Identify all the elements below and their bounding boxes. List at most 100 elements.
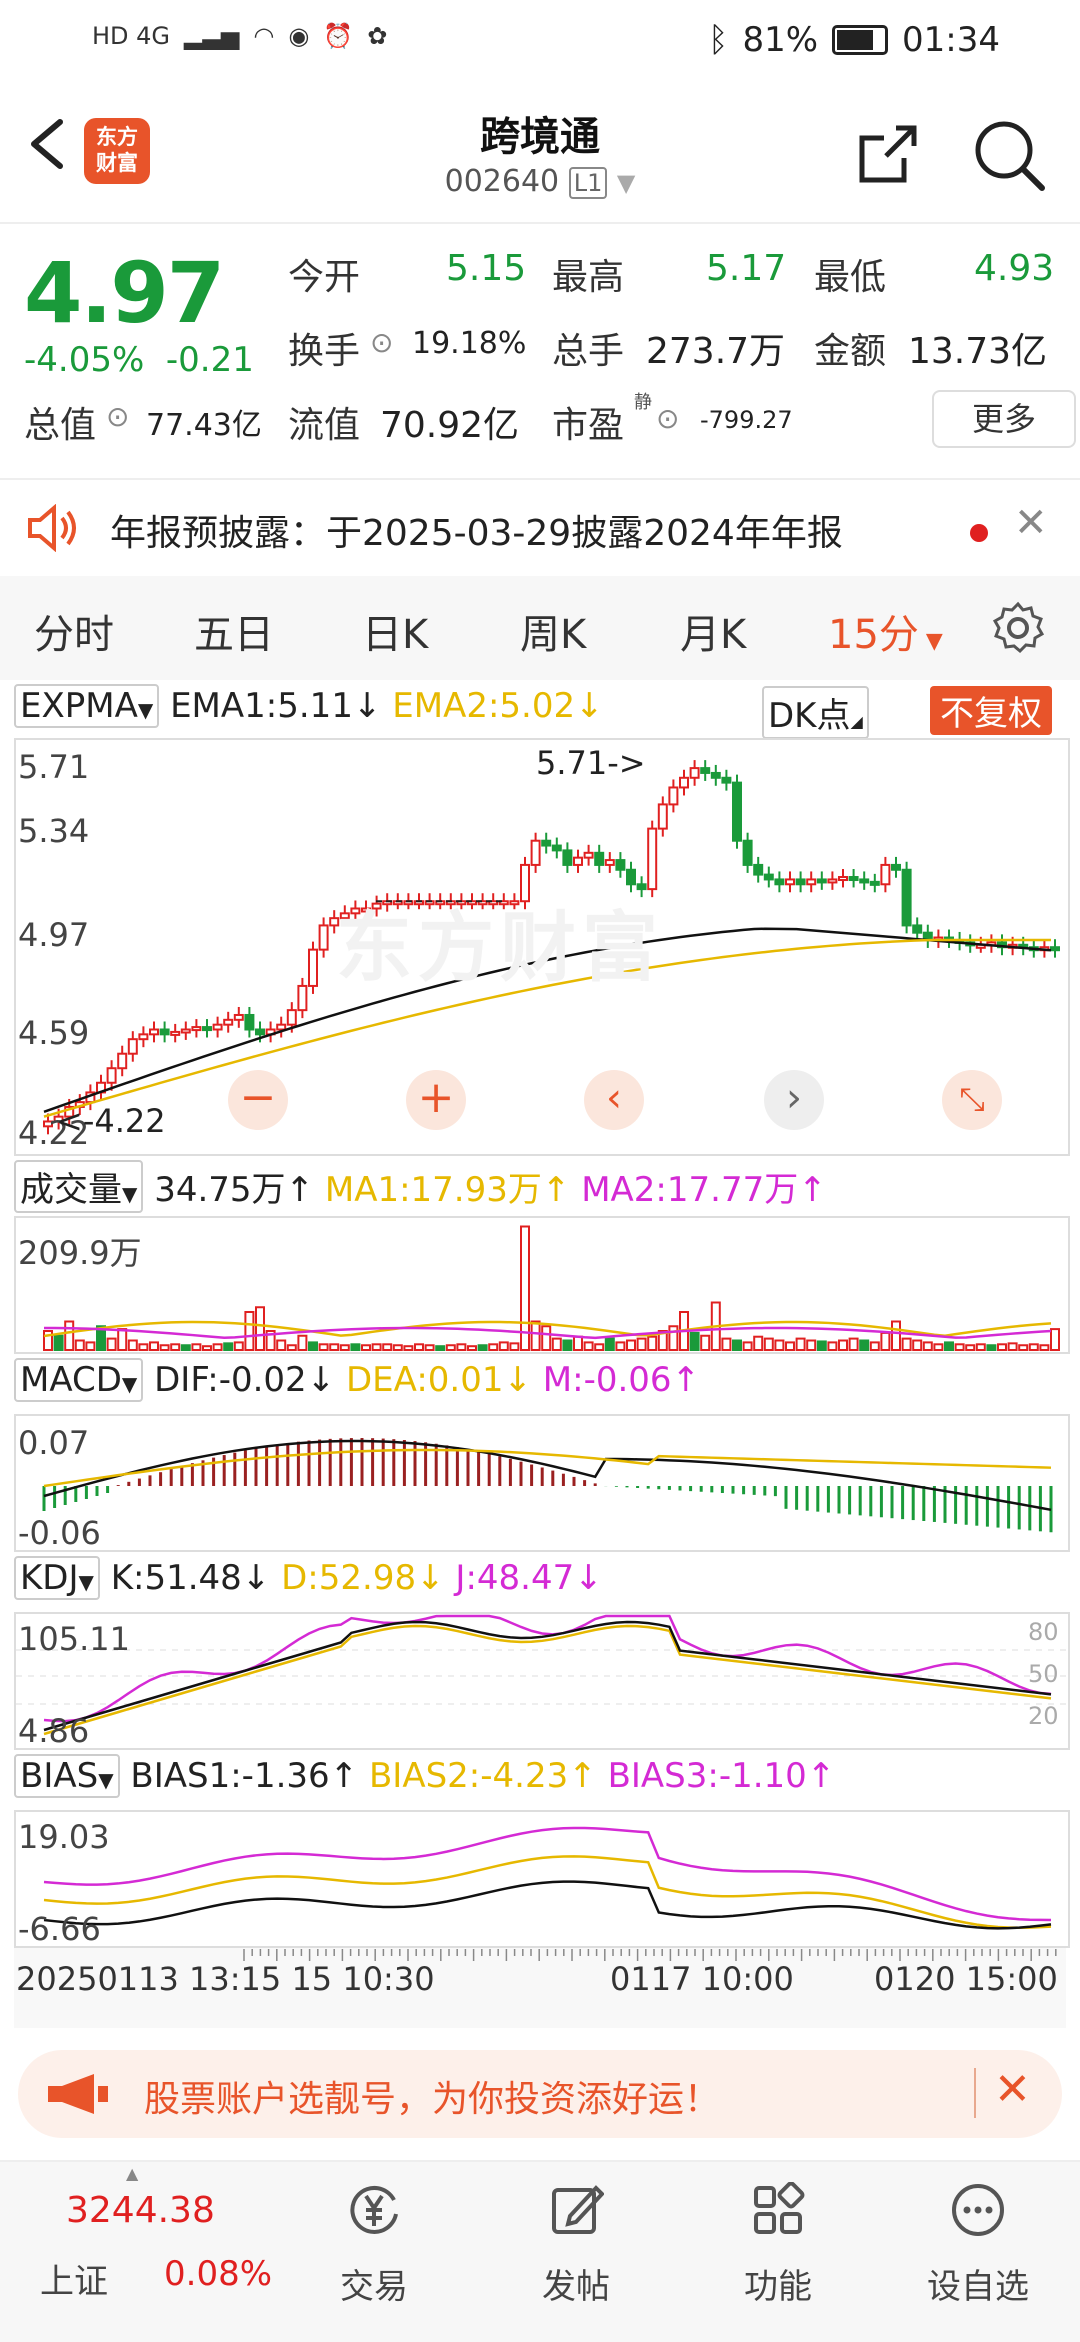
volume-bar	[806, 1339, 817, 1351]
nav-watchlist[interactable]: 设自选	[908, 2182, 1048, 2308]
candle-body	[488, 900, 499, 906]
tab-weekly[interactable]: 周K	[520, 612, 587, 658]
low-label: 最低	[814, 257, 887, 298]
share-icon[interactable]	[856, 122, 920, 186]
candle-body	[202, 1026, 212, 1032]
volume-chart[interactable]: 209.9万	[14, 1216, 1070, 1354]
candle-body	[286, 1009, 297, 1026]
candle-body	[339, 912, 350, 920]
kdj-chart[interactable]: 105.11 4.86 80 50 20	[14, 1612, 1070, 1750]
candle-body	[668, 786, 679, 806]
back-icon[interactable]	[22, 114, 72, 174]
stock-code-row[interactable]: 002640 L1 ▼	[0, 164, 1080, 199]
info-icon[interactable]: ⊙	[106, 400, 130, 433]
scroll-right-button[interactable]: ›	[764, 1070, 824, 1130]
volume-bar	[615, 1341, 626, 1352]
candle-body	[233, 1013, 244, 1021]
scroll-left-button[interactable]: ‹	[584, 1070, 644, 1130]
tab-monthly[interactable]: 月K	[680, 612, 747, 658]
volume-bar	[127, 1339, 138, 1351]
ad-banner[interactable]: 股票账户选靓号，为你投资添好运！ ✕	[18, 2050, 1062, 2138]
candle-body	[361, 907, 371, 913]
gear-icon[interactable]	[990, 600, 1046, 656]
search-icon[interactable]	[972, 118, 1046, 192]
dk-label: DK点	[768, 696, 851, 736]
indicator-selector-expma[interactable]: EXPMA▼	[14, 684, 160, 728]
candle-body	[869, 880, 880, 886]
time-axis[interactable]: 20250113 13:15 15 10:30 0117 10:00 0120 …	[14, 1948, 1066, 2028]
candle-body	[785, 878, 795, 886]
close-icon[interactable]: ✕	[1014, 500, 1048, 546]
max-annotation: 5.71->	[536, 744, 646, 782]
candle-body	[636, 883, 647, 891]
bias-chart[interactable]: 19.03 -6.66	[14, 1810, 1070, 1948]
volume-current-value: 34.75万	[154, 1170, 286, 1210]
nav-trade[interactable]: 交易	[304, 2182, 444, 2308]
notice-bar[interactable]: 年报预披露：于2025-03-29披露2024年年报 ✕	[0, 478, 1080, 578]
tab-daily[interactable]: 日K	[362, 612, 429, 658]
app-icon: ✿	[367, 22, 388, 50]
volume-bar	[604, 1337, 615, 1351]
status-left-icons: HD 4G ▂▃▅ ◠ ◉ ⏰ ✿	[92, 22, 387, 50]
eye-icon: ◉	[288, 22, 310, 50]
open-value: 5.15	[446, 248, 527, 289]
kdj-svg	[16, 1614, 1068, 1736]
candlestick-chart[interactable]: 东方财富 5.71 5.34 4.97 4.59 4.22 5.71-> <-4…	[14, 738, 1070, 1156]
kdj-d: D:52.98↓	[281, 1558, 445, 1598]
volume-bar	[106, 1337, 117, 1351]
vol-y-label: 209.9万	[18, 1234, 142, 1272]
dk-button[interactable]: DK点◢	[762, 686, 869, 739]
volume-bar	[573, 1335, 583, 1351]
caret-up-icon[interactable]: ▲	[126, 2164, 139, 2183]
tab-5day[interactable]: 五日	[194, 612, 274, 658]
volume-legend: 成交量▼ 34.75万↑ MA1:17.93万↑ MA2:17.77万↑	[14, 1160, 1074, 1213]
candle-body	[297, 984, 308, 1012]
level-badge: L1	[568, 166, 608, 199]
more-button[interactable]: 更多	[932, 390, 1076, 448]
index-name[interactable]: 上证	[40, 2262, 108, 2302]
info-icon[interactable]: ⊙	[370, 326, 394, 359]
index-value[interactable]: 3244.38	[66, 2190, 215, 2231]
notice-text: 年报预披露：于2025-03-29披露2024年年报	[110, 513, 843, 554]
zoom-out-button[interactable]: −	[228, 1070, 288, 1130]
candle-body	[647, 827, 658, 891]
candle-body	[329, 917, 340, 927]
macd-dif-value: DIF:-0.02	[154, 1360, 307, 1400]
fullscreen-icon[interactable]: ⤡	[942, 1070, 1002, 1130]
tab-15min[interactable]: 15分 ▼	[828, 602, 943, 660]
indicator-kdj-label: KDJ	[20, 1558, 79, 1598]
info-icon[interactable]: ⊙	[656, 402, 680, 435]
unread-dot	[970, 524, 988, 542]
indicator-selector-kdj[interactable]: KDJ▼	[14, 1556, 100, 1600]
bias2-value: BIAS2:-4.23	[368, 1756, 569, 1796]
zoom-in-button[interactable]: +	[406, 1070, 466, 1130]
indicator-selector-volume[interactable]: 成交量▼	[14, 1160, 144, 1213]
nav-post[interactable]: 发帖	[506, 2182, 646, 2308]
change-amount: -0.21	[165, 340, 254, 380]
indicator-macd-label: MACD	[20, 1360, 122, 1400]
candle-body	[149, 1028, 159, 1036]
indicator-selector-macd[interactable]: MACD▼	[14, 1358, 144, 1402]
tab-minute[interactable]: 分时	[34, 612, 114, 658]
candle-body	[562, 849, 573, 866]
close-icon[interactable]: ✕	[994, 2064, 1031, 2115]
macd-chart[interactable]: 0.07 -0.06	[14, 1414, 1070, 1552]
volume-bar	[159, 1344, 170, 1351]
time-axis-ticks	[243, 1949, 1057, 1961]
candle-body	[223, 1018, 234, 1026]
volume-bar	[255, 1306, 265, 1351]
indicator-selector-bias[interactable]: BIAS▼	[14, 1754, 120, 1798]
alarm-icon: ⏰	[323, 22, 354, 50]
period-tabs: 分时 五日 日K 周K 月K 15分 ▼	[0, 576, 1080, 680]
vol-ma1-value: MA1:17.93万	[324, 1170, 542, 1210]
candle-body	[159, 1028, 170, 1036]
candlestick-svg[interactable]	[16, 740, 1068, 1154]
candle-body	[657, 803, 668, 830]
kdj-ref-20: 20	[1028, 1702, 1059, 1730]
adjust-button[interactable]: 不复权	[930, 686, 1052, 735]
bias3-line	[43, 1826, 1052, 1922]
volume-bar	[721, 1337, 732, 1351]
volume-bar	[753, 1335, 764, 1351]
nav-function[interactable]: 功能	[708, 2181, 848, 2308]
bias1-line	[43, 1880, 1052, 1930]
